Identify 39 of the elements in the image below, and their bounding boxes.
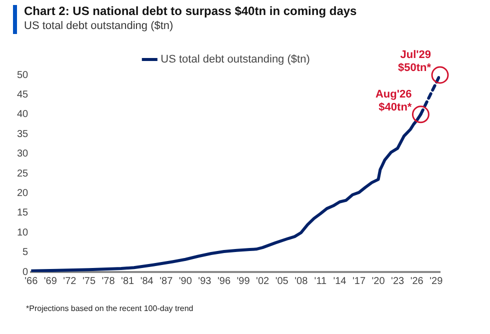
x-tick-label: '69	[44, 276, 58, 287]
x-tick-label: '02	[256, 276, 270, 287]
x-tick-label: '78	[102, 276, 116, 287]
x-tick-label: '90	[178, 276, 192, 287]
x-tick-label: '72	[63, 276, 77, 287]
x-tick-label: '29	[430, 276, 444, 287]
x-tick-label: '75	[82, 276, 96, 287]
y-tick-label: 10	[17, 227, 29, 238]
x-tick-label: '20	[372, 276, 386, 287]
text: *Projections based on the recent 100-day trend	[26, 304, 194, 313]
x-tick-label: '23	[391, 276, 405, 287]
y-tick-label: 25	[17, 168, 29, 180]
annotation: Jul'29 $50tn*	[398, 49, 432, 74]
x-tick-label: '99	[236, 276, 250, 287]
y-tick-label: 5	[22, 247, 29, 258]
x-tick-label: '81	[121, 276, 135, 287]
x-tick-label: '14	[333, 276, 347, 287]
y-tick-label: 35	[17, 128, 29, 140]
chart-subtitle: US total debt outstanding ($tn)	[24, 20, 174, 32]
y-tick-label: 30	[17, 148, 29, 160]
x-tick-label: '93	[198, 276, 212, 287]
y-tick-label: 40	[17, 109, 29, 120]
x-tick-label: '87	[160, 276, 174, 287]
x-tick-label: '11	[314, 276, 328, 287]
y-tick-label: 20	[17, 188, 29, 199]
y-tick-label: 50	[17, 70, 29, 81]
x-tick-label: '05	[275, 276, 289, 287]
x-tick-label: '08	[294, 276, 308, 287]
y-tick-label: 15	[17, 208, 29, 219]
y-tick-label: 45	[17, 89, 29, 100]
annotation: Aug'26 $40tn*	[375, 88, 412, 114]
x-tick-label: '84	[140, 276, 154, 287]
legend-label: US total debt outstanding ($tn)	[160, 54, 310, 66]
y-tick-label: 0	[22, 266, 29, 278]
x-tick-label: '17	[352, 276, 366, 287]
x-tick-label: '26	[410, 276, 424, 287]
x-tick-label: '96	[217, 276, 231, 287]
chart-title: Chart 2: US national debt to surpass $40tn in coming days	[24, 4, 357, 18]
x-tick-label: '66	[24, 276, 38, 287]
